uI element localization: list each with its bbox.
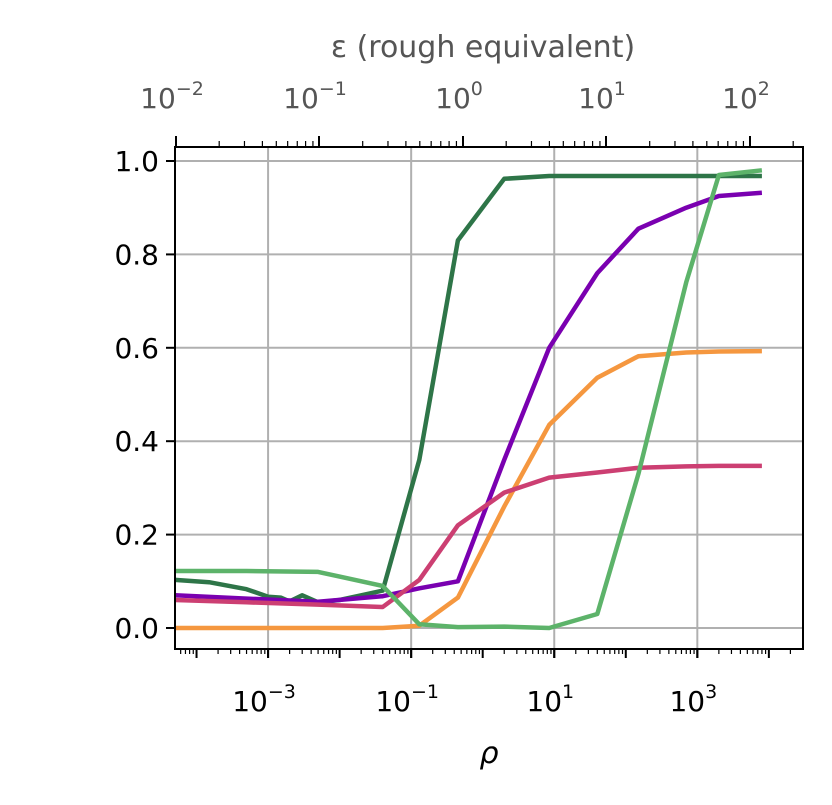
series-line — [175, 348, 762, 631]
x-axis-label: ρ — [479, 736, 498, 771]
y-tick-label: 1.0 — [114, 145, 159, 178]
x-tick-label: 10−3 — [232, 681, 296, 718]
x-tick-label: 103 — [669, 681, 717, 718]
bottom-axis: 10−3 10−1 101 103 — [180, 649, 792, 718]
y-tick-label: 0.0 — [114, 612, 159, 645]
x-tick-label: 10−1 — [375, 681, 439, 718]
x-tick-label: 101 — [526, 681, 574, 718]
series-line — [175, 168, 763, 631]
top-tick-label: 10−2 — [140, 78, 204, 115]
y-tick-label: 0.8 — [114, 238, 159, 271]
y-tick-label: 0.4 — [114, 425, 159, 458]
top-tick-label: 102 — [722, 78, 770, 115]
series-line — [174, 190, 763, 605]
y-tick-label: 0.2 — [114, 519, 159, 552]
top-axis: 10−2 10−1 100 101 102 — [140, 78, 794, 147]
top-tick-label: 100 — [435, 78, 483, 115]
grid-lines — [175, 147, 803, 649]
top-tick-label: 10−1 — [283, 78, 347, 115]
series-layer — [174, 168, 763, 631]
y-tick-label: 0.6 — [114, 332, 159, 365]
top-axis-label: ε (rough equivalent) — [331, 30, 635, 65]
y-axis: 0.0 0.2 0.4 0.6 0.8 1.0 — [114, 145, 175, 645]
plot-frame — [174, 146, 804, 650]
series-line — [174, 173, 762, 605]
top-tick-label: 101 — [578, 78, 626, 115]
series-line — [174, 463, 762, 610]
